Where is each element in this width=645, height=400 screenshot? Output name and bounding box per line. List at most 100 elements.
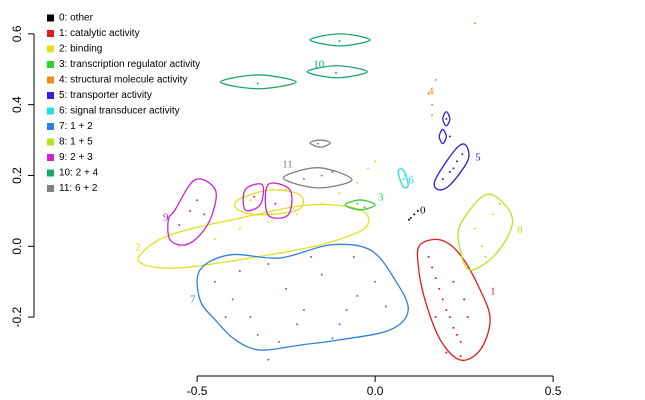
point (295, 213, 298, 216)
contour (416, 238, 491, 361)
point (463, 298, 466, 301)
legend-label: 7: 1 + 2 (59, 121, 93, 132)
legend-label: 9: 2 + 3 (59, 152, 93, 163)
point (413, 213, 416, 216)
point (331, 337, 334, 340)
point (238, 227, 241, 230)
point (448, 135, 451, 138)
point (363, 206, 366, 209)
point (256, 82, 259, 85)
legend-swatch (47, 138, 54, 146)
point (295, 323, 298, 326)
legend-swatch (47, 30, 54, 37)
contour (309, 139, 331, 148)
contour (433, 143, 470, 191)
point (452, 167, 455, 170)
contour (167, 178, 217, 246)
point (213, 238, 216, 241)
cluster-label: 8 (517, 224, 523, 236)
point (431, 266, 434, 269)
point (409, 216, 412, 219)
point (178, 224, 181, 227)
point (285, 188, 288, 191)
point (461, 153, 464, 156)
point (384, 305, 387, 308)
point (407, 218, 410, 221)
point (331, 170, 334, 173)
point (317, 142, 320, 145)
cluster-label: 0 (420, 204, 426, 216)
y-tick-label: 0.2 (10, 167, 24, 184)
point (285, 287, 288, 290)
contour (234, 189, 305, 216)
point (374, 280, 377, 283)
legend-swatch (47, 45, 54, 53)
x-tick-label: 0.5 (545, 384, 562, 398)
contour (397, 168, 409, 189)
contour (306, 65, 368, 79)
point (498, 202, 501, 205)
point (466, 316, 469, 319)
contour (282, 167, 353, 189)
point (434, 316, 437, 319)
contour (344, 199, 376, 211)
point (448, 316, 451, 319)
point (338, 323, 341, 326)
point (278, 340, 281, 343)
point (402, 178, 405, 181)
contour (442, 111, 451, 127)
point (456, 333, 459, 336)
legend-label: 2: binding (59, 44, 102, 55)
point (249, 199, 252, 202)
cluster-label: 2 (135, 242, 141, 254)
point (302, 309, 305, 312)
point (459, 340, 462, 343)
contour (438, 128, 447, 145)
point (356, 294, 359, 297)
cluster-label: 11 (282, 158, 293, 170)
point (196, 199, 199, 202)
point (203, 213, 206, 216)
cluster-label: 5 (475, 151, 481, 163)
legend-swatch (47, 185, 54, 192)
x-tick-label: 0.0 (367, 384, 384, 398)
point (274, 202, 277, 205)
legend-swatch (47, 14, 54, 22)
point (367, 167, 370, 170)
point (473, 227, 476, 230)
y-tick-label: 0.6 (10, 25, 24, 42)
point (267, 263, 270, 266)
point (345, 309, 348, 312)
y-tick-label: 0.0 (10, 238, 24, 255)
contour (457, 193, 514, 271)
point (480, 245, 483, 248)
point (231, 298, 234, 301)
point (431, 114, 434, 117)
y-tick-label: -0.2 (10, 306, 24, 327)
legend-label: 4: structural molecule activity (59, 75, 187, 86)
point (267, 220, 270, 223)
point (356, 181, 359, 184)
point (213, 280, 216, 283)
x-tick-label: -0.5 (187, 384, 208, 398)
cluster-label: 3 (378, 191, 384, 203)
point (249, 316, 252, 319)
point (491, 213, 494, 216)
contour (242, 183, 265, 212)
legend-swatch (47, 154, 54, 161)
point (434, 78, 437, 81)
point (456, 160, 459, 163)
legend-swatch (47, 76, 54, 84)
point (320, 174, 323, 177)
contour (264, 182, 293, 219)
cluster-label: 9 (163, 212, 169, 224)
cluster-label: 10 (313, 59, 325, 71)
legend-swatch (47, 61, 54, 68)
legend-label: 6: signal transducer activity (59, 106, 180, 117)
legend-swatch (47, 107, 54, 115)
point (338, 39, 341, 42)
point (441, 178, 444, 181)
point (473, 22, 476, 25)
point (448, 170, 451, 173)
